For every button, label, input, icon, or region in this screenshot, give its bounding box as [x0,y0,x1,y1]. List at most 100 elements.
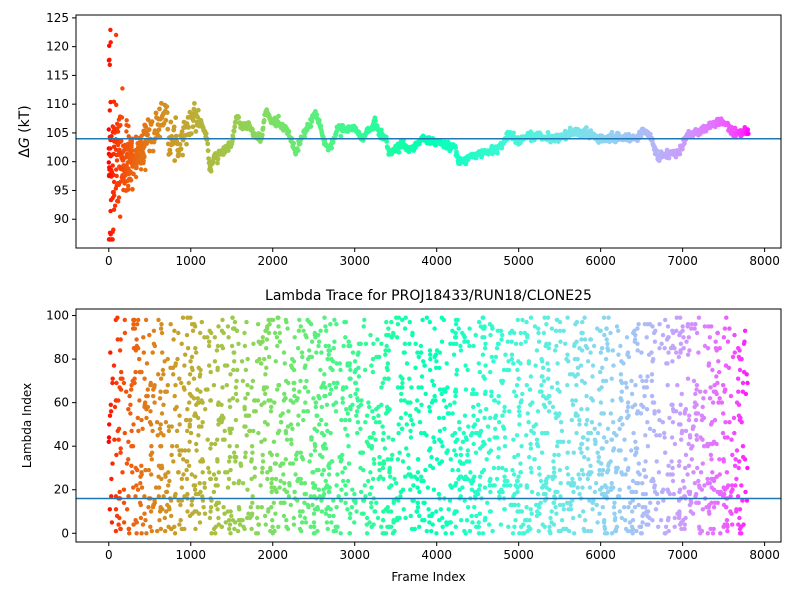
lambda-point [662,531,667,536]
lambda-point [545,396,550,401]
lambda-point [704,505,709,510]
delta-g-point [295,148,301,154]
lambda-point [529,428,534,434]
lambda-point [335,472,340,477]
lambda-point [601,435,607,440]
delta-g-point [112,203,118,208]
lambda-point [159,330,165,336]
lambda-point [477,369,482,375]
lambda-point [450,328,455,333]
lambda-point [502,404,507,410]
lambda-point [379,341,384,346]
lambda-point [570,372,575,377]
lambda-point [334,483,339,488]
lambda-point [207,470,212,475]
lambda-point [546,346,551,351]
lambda-point [602,332,607,338]
lambda-point [288,437,294,442]
lambda-point [517,531,522,536]
lambda-point [446,507,451,512]
delta-g-point [114,167,119,172]
delta-g-point [250,126,255,132]
lambda-point [411,498,416,503]
lambda-point [502,474,507,479]
lambda-point [161,402,166,407]
lambda-x-tick-label: 4000 [421,548,452,562]
lambda-point [678,315,683,320]
lambda-point [417,489,422,495]
lambda-point [572,356,578,362]
delta-g-point [153,110,159,116]
lambda-point [711,478,717,484]
lambda-point [292,335,297,340]
lambda-point [222,428,227,434]
lambda-point [561,439,566,444]
lambda-point [496,454,501,460]
lambda-point [233,391,239,397]
lambda-point [334,505,339,510]
lambda-point [356,365,361,370]
lambda-point [528,315,534,320]
lambda-point [496,341,501,346]
lambda-point [221,505,226,510]
lambda-point [602,524,607,529]
lambda-point [487,522,492,527]
lambda-point [468,433,474,438]
lambda-point [499,337,504,342]
lambda-point [278,478,283,484]
lambda-point [577,491,582,497]
lambda-point [730,452,735,458]
lambda-point [721,411,726,416]
lambda-point [691,378,697,384]
lambda-point [450,467,455,473]
lambda-point [453,483,458,488]
lambda-point [375,337,380,342]
lambda-point [694,387,699,392]
lambda-point [488,476,493,482]
lambda-point [289,441,294,447]
lambda-point [439,391,444,397]
lambda-point [516,404,522,410]
lambda-point [472,422,478,427]
lambda-point [441,415,446,421]
lambda-point [496,465,501,471]
lambda-point [493,426,498,431]
lambda-point [299,520,305,525]
lambda-point [575,485,580,490]
lambda-point [230,518,236,523]
lambda-point [347,515,353,521]
lambda-point [286,494,292,499]
lambda-point [260,459,266,464]
lambda-point [404,422,409,427]
lambda-point [266,317,271,323]
lambda-point [543,343,548,349]
lambda-point [717,346,722,351]
lambda-point [481,467,487,473]
lambda-point [624,335,630,340]
lambda-point [472,505,477,510]
lambda-x-tick-label: 7000 [667,548,698,562]
lambda-point [649,372,655,377]
lambda-point [669,459,674,464]
lambda-point [181,472,186,477]
lambda-point [467,343,472,349]
lambda-point [522,518,528,523]
lambda-point [612,500,617,505]
lambda-point [427,348,433,353]
lambda-point [741,454,746,460]
lambda-point [216,422,221,427]
lambda-point [223,520,228,525]
lambda-point [373,420,379,425]
lambda-point [500,465,505,471]
lambda-point [176,470,181,475]
lambda-point [722,389,727,394]
lambda-point [107,413,113,418]
lambda-point [644,378,649,384]
lambda-point [144,361,150,366]
lambda-point [632,328,637,333]
lambda-point [343,483,348,488]
lambda-point [676,498,682,503]
lambda-point [138,502,143,508]
lambda-point [363,494,368,499]
lambda-point [497,420,502,425]
